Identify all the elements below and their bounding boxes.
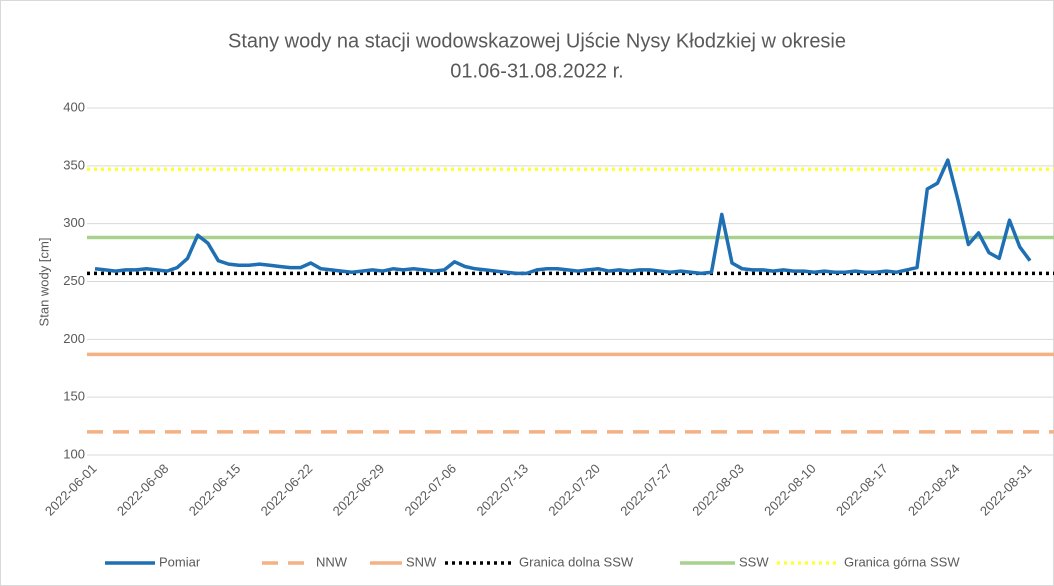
y-tick-label: 250 [63, 273, 85, 288]
legend-label: SSW [739, 554, 769, 569]
y-axis-label: Stan wody [cm] [36, 238, 51, 327]
chart-title: Stany wody na stacji wodowskazowej Ujści… [228, 30, 846, 52]
y-tick-label: 150 [63, 389, 85, 404]
y-tick-label: 300 [63, 215, 85, 230]
legend-label: Granica górna SSW [844, 554, 960, 569]
chart-title: 01.06-31.08.2022 r. [450, 60, 623, 82]
data-line [94, 158, 1032, 276]
legend-label: Granica dolna SSW [519, 554, 634, 569]
y-tick-label: 350 [63, 157, 85, 172]
y-tick-label: 400 [63, 99, 85, 114]
legend-label: SNW [406, 554, 437, 569]
legend-label: Pomiar [159, 554, 201, 569]
y-tick-label: 100 [63, 446, 85, 461]
legend-label: NNW [316, 554, 348, 569]
y-tick-label: 200 [63, 331, 85, 346]
